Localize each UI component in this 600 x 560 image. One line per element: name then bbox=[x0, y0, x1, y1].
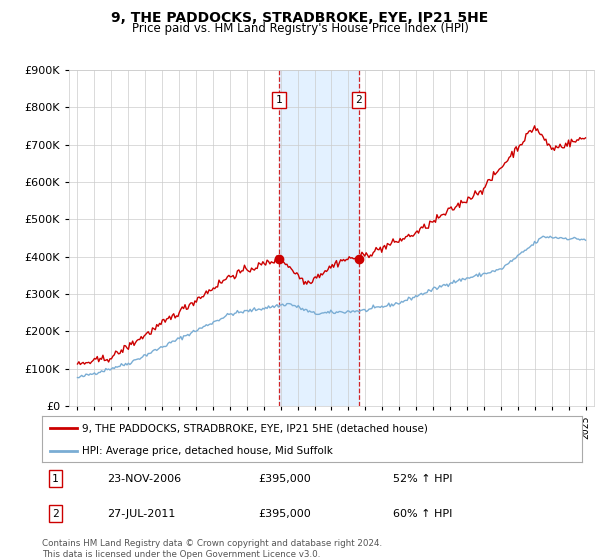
Text: 60% ↑ HPI: 60% ↑ HPI bbox=[393, 509, 452, 519]
Text: 1: 1 bbox=[275, 95, 283, 105]
Text: 9, THE PADDOCKS, STRADBROKE, EYE, IP21 5HE (detached house): 9, THE PADDOCKS, STRADBROKE, EYE, IP21 5… bbox=[83, 423, 428, 433]
Text: HPI: Average price, detached house, Mid Suffolk: HPI: Average price, detached house, Mid … bbox=[83, 446, 334, 455]
Bar bbox=[279, 70, 359, 406]
Text: 27-JUL-2011: 27-JUL-2011 bbox=[107, 509, 175, 519]
Text: Price paid vs. HM Land Registry's House Price Index (HPI): Price paid vs. HM Land Registry's House … bbox=[131, 22, 469, 35]
Text: Contains HM Land Registry data © Crown copyright and database right 2024.
This d: Contains HM Land Registry data © Crown c… bbox=[42, 539, 382, 559]
Text: 2: 2 bbox=[52, 509, 59, 519]
Text: 2: 2 bbox=[355, 95, 362, 105]
Text: 9, THE PADDOCKS, STRADBROKE, EYE, IP21 5HE: 9, THE PADDOCKS, STRADBROKE, EYE, IP21 5… bbox=[112, 11, 488, 25]
Text: £395,000: £395,000 bbox=[258, 509, 311, 519]
Text: £395,000: £395,000 bbox=[258, 474, 311, 484]
Text: 52% ↑ HPI: 52% ↑ HPI bbox=[393, 474, 452, 484]
Text: 1: 1 bbox=[52, 474, 59, 484]
Text: 23-NOV-2006: 23-NOV-2006 bbox=[107, 474, 181, 484]
